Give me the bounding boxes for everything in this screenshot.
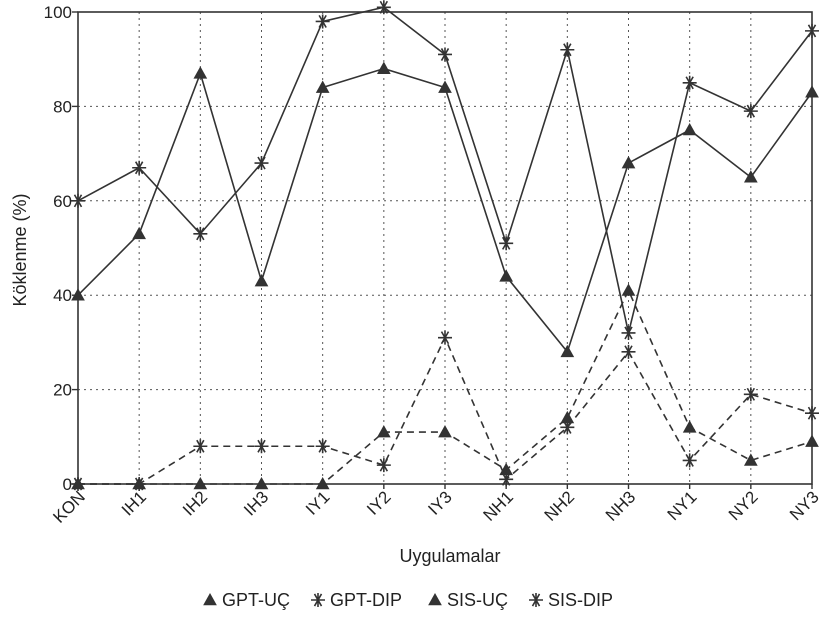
data-point-triangle xyxy=(132,226,147,240)
x-axis-ticks: KON IH1 IH2 IH3 IY1 IY2 IY3 NH1 NH2 NH3 NY1 NY2 NY3 xyxy=(49,484,820,527)
legend-label: SIS-UÇ xyxy=(447,590,508,610)
y-tick-label: 80 xyxy=(53,97,72,116)
legend-label: SIS-DIP xyxy=(548,590,613,610)
x-tick-label: IY1 xyxy=(302,487,333,518)
data-point-triangle xyxy=(376,61,391,74)
data-point-asterisk xyxy=(621,344,636,359)
x-axis-label: Uygulamalar xyxy=(399,546,500,566)
legend: GPT-UÇ GPT-DIP SIS-UÇ SIS-DIP xyxy=(203,590,613,610)
y-tick-label: 40 xyxy=(53,286,72,305)
data-point-asterisk xyxy=(682,75,697,90)
data-point-asterisk xyxy=(315,14,330,29)
data-point-asterisk xyxy=(254,156,269,171)
data-point-asterisk xyxy=(743,104,758,119)
x-tick-label: IY3 xyxy=(424,487,455,518)
data-point-asterisk xyxy=(193,226,208,241)
y-tick-label: 100 xyxy=(44,3,72,22)
legend-triangle-icon xyxy=(203,592,217,606)
x-tick-label: IH3 xyxy=(240,487,272,519)
data-point-asterisk xyxy=(682,453,697,468)
x-tick-label: IH1 xyxy=(118,487,150,519)
x-tick-label: NY2 xyxy=(725,487,762,524)
data-point-asterisk xyxy=(621,325,636,340)
series-gpt-dip xyxy=(71,0,819,340)
y-axis-ticks: 0 20 40 60 80 100 xyxy=(44,3,78,494)
data-point-asterisk xyxy=(438,47,452,62)
legend-asterisk-icon xyxy=(529,593,543,607)
data-point-asterisk xyxy=(805,406,819,421)
data-point-asterisk xyxy=(805,23,819,38)
data-point-asterisk xyxy=(254,439,269,454)
series-sis-dip xyxy=(71,330,819,491)
data-point-asterisk xyxy=(743,387,758,402)
data-point-triangle xyxy=(71,288,85,301)
x-tick-label: KON xyxy=(49,487,88,526)
data-point-triangle xyxy=(193,66,208,79)
data-point-triangle xyxy=(805,85,819,98)
data-point-triangle xyxy=(193,476,208,490)
legend-item: GPT-UÇ xyxy=(203,590,290,610)
x-tick-label: IH2 xyxy=(179,487,211,519)
data-point-asterisk xyxy=(132,477,147,491)
data-point-triangle xyxy=(621,156,636,169)
data-point-triangle xyxy=(743,453,758,466)
data-point-triangle xyxy=(499,269,514,282)
data-point-triangle xyxy=(682,420,697,433)
legend-label: GPT-DIP xyxy=(330,590,402,610)
data-point-triangle xyxy=(743,170,758,183)
data-point-asterisk xyxy=(71,477,85,491)
data-point-asterisk xyxy=(560,42,575,57)
y-tick-label: 20 xyxy=(53,381,72,400)
data-point-asterisk xyxy=(499,236,514,251)
data-point-triangle xyxy=(315,80,330,93)
data-point-asterisk xyxy=(71,193,85,208)
data-point-triangle xyxy=(438,425,452,438)
data-point-asterisk xyxy=(560,420,575,435)
data-point-asterisk xyxy=(376,458,391,473)
data-point-asterisk xyxy=(132,160,147,175)
data-point-triangle xyxy=(438,80,452,93)
data-point-triangle xyxy=(315,476,330,490)
series-group xyxy=(71,0,819,491)
data-point-asterisk xyxy=(193,439,208,454)
legend-item: SIS-UÇ xyxy=(428,590,508,610)
data-point-asterisk xyxy=(499,472,514,487)
series-sis-uç xyxy=(71,283,819,490)
data-point-triangle xyxy=(560,344,575,358)
data-point-asterisk xyxy=(376,0,391,15)
x-tick-label: NH2 xyxy=(541,487,578,524)
data-point-triangle xyxy=(621,283,636,296)
y-tick-label: 60 xyxy=(53,192,72,211)
legend-asterisk-icon xyxy=(311,593,325,607)
data-point-asterisk xyxy=(438,330,452,345)
y-axis-label: Köklenme (%) xyxy=(10,193,30,306)
legend-triangle-icon xyxy=(428,592,442,606)
y-tick-label: 0 xyxy=(63,475,72,494)
legend-label: GPT-UÇ xyxy=(222,590,290,610)
data-point-triangle xyxy=(376,425,391,438)
x-tick-label: NY1 xyxy=(664,487,701,524)
data-point-triangle xyxy=(682,122,697,136)
x-tick-label: NY3 xyxy=(786,487,820,524)
x-tick-label: NH3 xyxy=(602,487,639,524)
x-tick-label: IY2 xyxy=(363,487,394,518)
legend-item: GPT-DIP xyxy=(311,590,402,610)
series-gpt-uç xyxy=(71,61,819,358)
x-tick-label: NH1 xyxy=(480,487,517,524)
data-point-triangle xyxy=(254,274,269,287)
data-point-asterisk xyxy=(315,439,330,454)
legend-item: SIS-DIP xyxy=(529,590,613,610)
data-point-triangle xyxy=(254,476,269,490)
data-point-triangle xyxy=(805,434,819,447)
